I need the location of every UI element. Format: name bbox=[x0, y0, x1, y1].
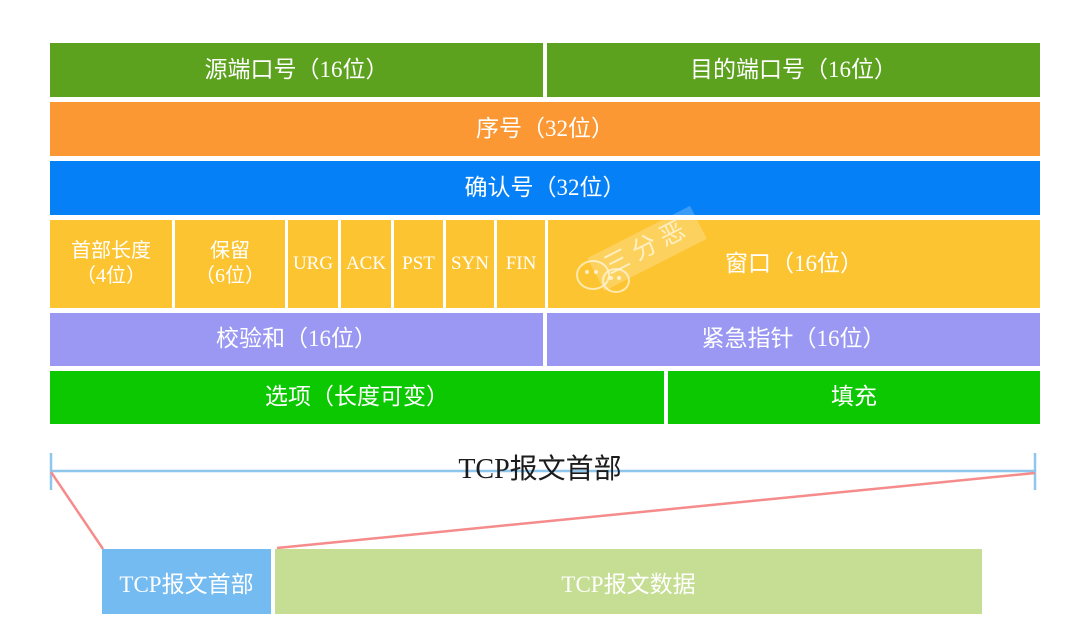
field-window-label: 窗口（16位） bbox=[725, 250, 863, 276]
row-flags: 首部长度 （4位） 保留 （6位） URG ACK PST SYN FIN bbox=[50, 205, 1040, 308]
field-padding: 填充 bbox=[668, 371, 1040, 424]
segment-data-box: TCP报文数据 bbox=[275, 549, 982, 614]
bracket-label: TCP报文首部 bbox=[458, 454, 622, 485]
flag-ack: ACK bbox=[341, 220, 391, 308]
field-options: 选项（长度可变） bbox=[50, 371, 664, 424]
field-reserved: 保留 （6位） bbox=[175, 220, 285, 308]
flag-urg: URG bbox=[288, 220, 338, 308]
field-dest-port: 目的端口号（16位） bbox=[547, 43, 1040, 97]
flag-fin: FIN bbox=[497, 220, 545, 308]
flag-pst: PST bbox=[394, 220, 443, 308]
row-checksum: 校验和（16位） 紧急指针（16位） bbox=[50, 313, 1040, 366]
field-source-port: 源端口号（16位） bbox=[50, 43, 543, 97]
field-window: 三分恶 窗口（16位） bbox=[548, 205, 1040, 308]
row-ack: 确认号（32位） bbox=[50, 161, 1040, 215]
row-options: 选项（长度可变） 填充 bbox=[50, 371, 1040, 424]
field-ack-number: 确认号（32位） bbox=[50, 161, 1040, 215]
field-urgent-pointer: 紧急指针（16位） bbox=[547, 313, 1040, 366]
field-header-length-line2: （4位） bbox=[76, 265, 146, 287]
field-header-length-line1: 首部长度 bbox=[71, 240, 151, 262]
field-checksum: 校验和（16位） bbox=[50, 313, 543, 366]
flag-syn: SYN bbox=[446, 220, 494, 308]
field-sequence-number: 序号（32位） bbox=[50, 102, 1040, 156]
tcp-header-table: 源端口号（16位） 目的端口号（16位） 序号（32位） 确认号（32位） 首部… bbox=[50, 43, 1040, 424]
row-ports: 源端口号（16位） 目的端口号（16位） bbox=[50, 43, 1040, 97]
segment-header-box: TCP报文首部 bbox=[102, 549, 271, 614]
field-reserved-line1: 保留 bbox=[210, 240, 250, 262]
row-sequence: 序号（32位） bbox=[50, 102, 1040, 156]
field-header-length: 首部长度 （4位） bbox=[50, 220, 172, 308]
field-reserved-line2: （6位） bbox=[195, 265, 265, 287]
